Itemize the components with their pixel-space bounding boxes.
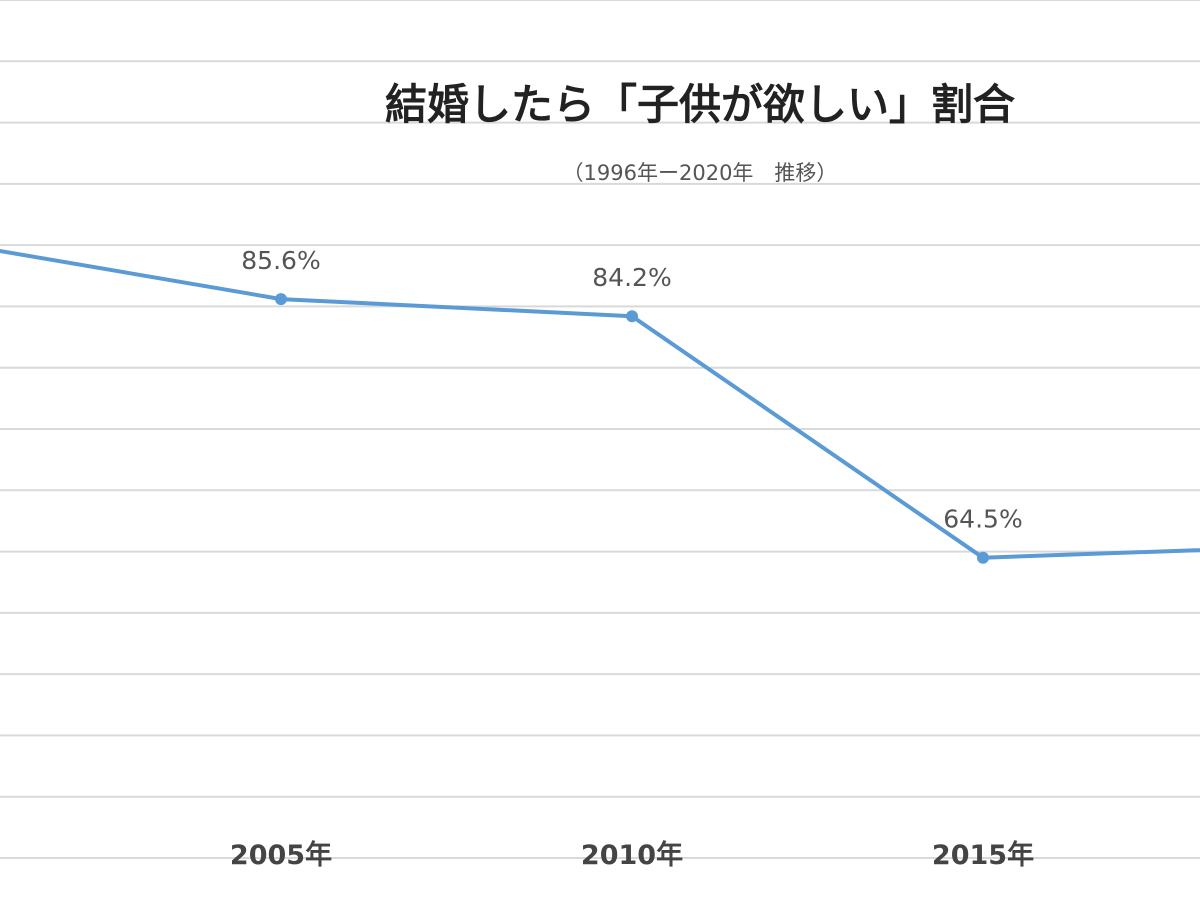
x-tick-label-2: 2010年 [581, 839, 683, 871]
data-label-1: 85.6% [241, 246, 320, 275]
data-labels: 85.6% 84.2% 64.5% [241, 246, 1022, 534]
x-tick-label-1: 2005年 [230, 839, 332, 871]
data-point-2 [626, 310, 638, 323]
data-label-2: 84.2% [592, 263, 671, 292]
data-point-1 [275, 293, 287, 306]
chart-title: 結婚したら「子供が欲しい」割合 [385, 80, 1015, 129]
x-axis-tick-labels: 2005年 2010年 2015年 [230, 839, 1034, 871]
data-points [275, 293, 989, 564]
x-tick-label-3: 2015年 [932, 839, 1034, 871]
data-label-3: 64.5% [943, 505, 1022, 534]
chart-subtitle: （1996年ー2020年 推移） [563, 161, 838, 185]
gridlines [0, 0, 1200, 859]
data-point-3 [977, 551, 989, 564]
